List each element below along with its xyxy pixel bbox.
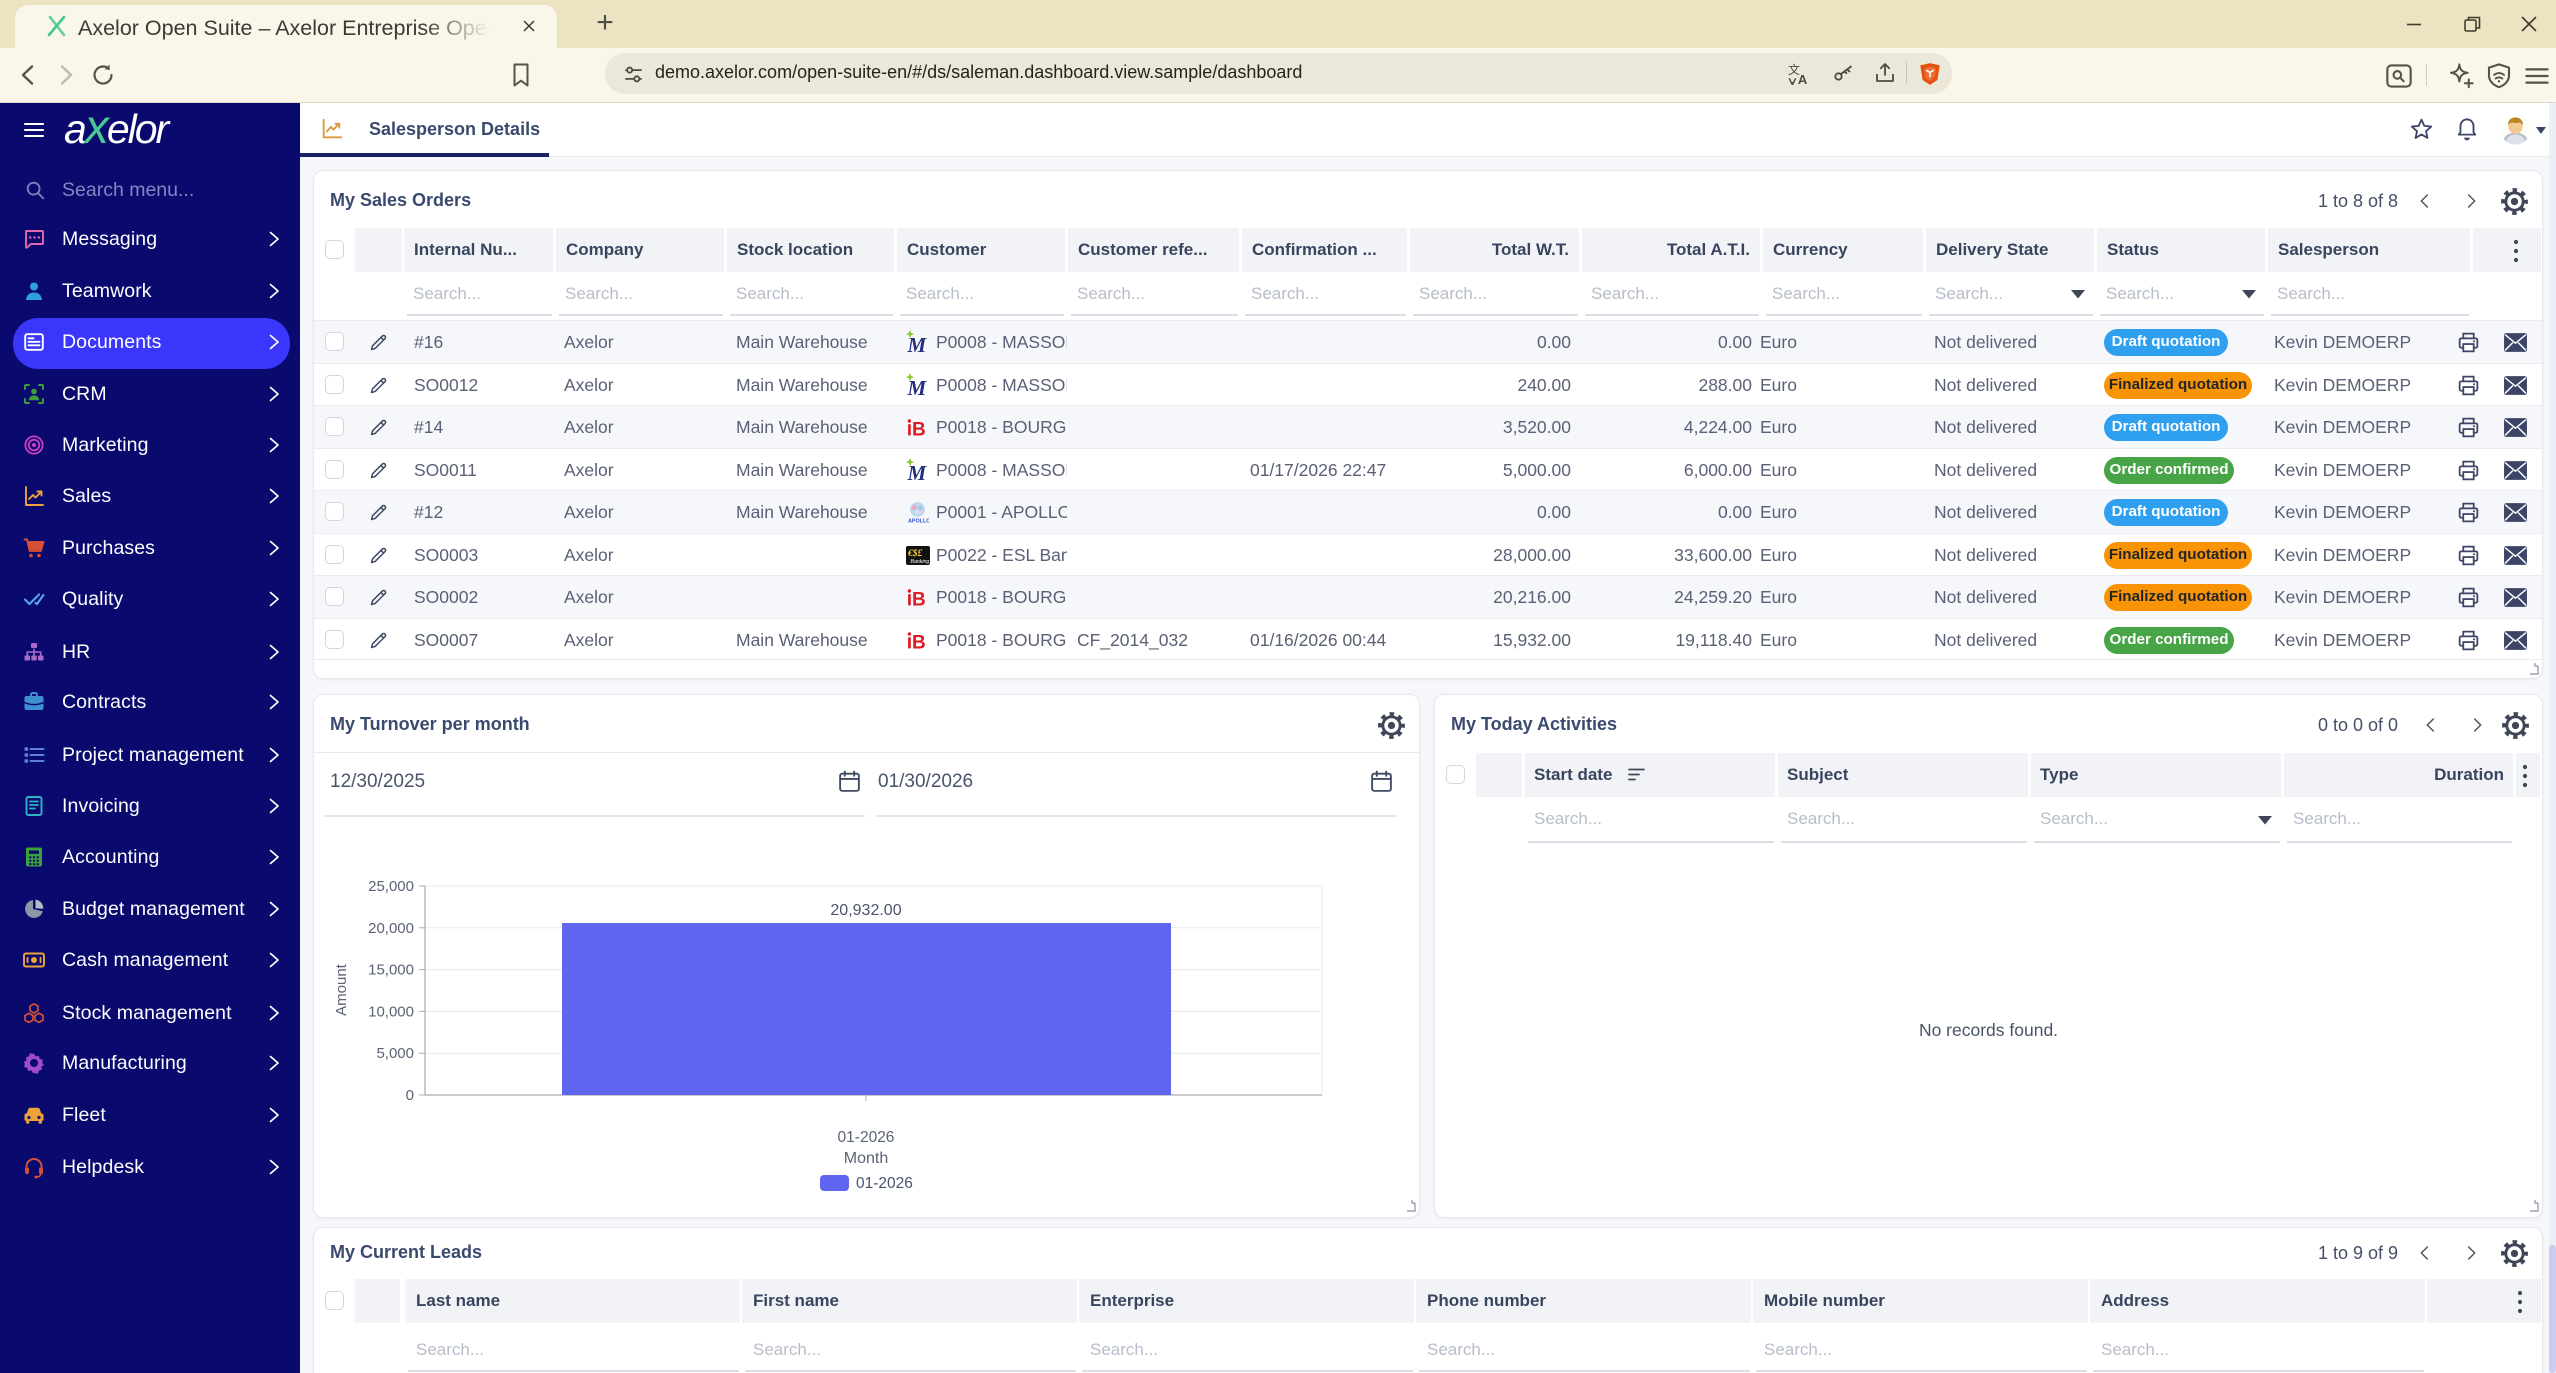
svg-text:Banking: Banking (911, 559, 930, 565)
svg-text:5,000: 5,000 (376, 1045, 414, 1062)
svg-text:25,000: 25,000 (368, 878, 414, 895)
svg-text:文: 文 (1788, 63, 1800, 77)
svg-text:10,000: 10,000 (368, 1003, 414, 1020)
svg-text:B: B (912, 632, 926, 652)
svg-text:20,932.00: 20,932.00 (830, 902, 901, 919)
svg-text:A: A (1798, 72, 1808, 87)
svg-text:Month: Month (844, 1150, 888, 1167)
svg-text:M: M (907, 461, 928, 484)
svg-text:B: B (912, 420, 926, 440)
svg-text:APOLLO: APOLLO (908, 519, 929, 525)
svg-text:Amount: Amount (333, 963, 350, 1016)
svg-text:0: 0 (406, 1087, 414, 1104)
svg-text:15,000: 15,000 (368, 962, 414, 979)
svg-text:€$£: €$£ (907, 548, 923, 559)
svg-text:20,000: 20,000 (368, 920, 414, 937)
svg-text:M: M (907, 333, 928, 356)
svg-text:B: B (912, 590, 926, 610)
svg-text:01-2026: 01-2026 (856, 1175, 913, 1192)
svg-text:M: M (907, 376, 928, 399)
svg-text:01-2026: 01-2026 (838, 1129, 895, 1146)
